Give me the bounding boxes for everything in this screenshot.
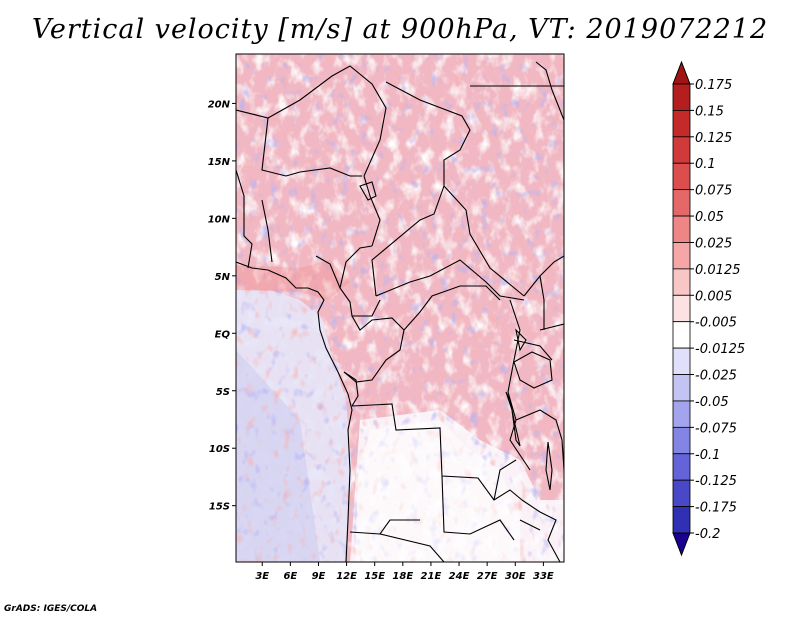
map-area — [236, 54, 564, 562]
colorbar-swatch — [672, 347, 691, 375]
border-tanzania — [515, 409, 564, 471]
colorbar-label: 0.0125 — [695, 263, 741, 278]
colorbar-label: 0.15 — [695, 104, 724, 119]
colorbar-label: 0.05 — [695, 210, 724, 225]
border-kenya-top — [539, 275, 545, 330]
lake-albert — [515, 328, 527, 352]
colorbar-label: -0.1 — [695, 448, 720, 463]
border-north-1 — [236, 65, 387, 177]
border-nigeria — [285, 167, 362, 177]
political-borders — [236, 61, 564, 562]
colorbar-label: 0.005 — [695, 289, 732, 304]
colorbar-label: 0.125 — [695, 131, 732, 146]
lon-tick-label: 30E — [505, 571, 526, 582]
lat-tick-label: 15S — [209, 502, 230, 513]
colorbar-swatch — [672, 374, 691, 402]
border-drc-east — [507, 299, 531, 471]
map-frame — [235, 53, 565, 563]
colorbar: 0.175 0.15 0.125 0.1 0.075 0.05 0.025 0.0125 0.0… — [672, 60, 745, 557]
colorbar-swatch — [672, 426, 691, 455]
border-sudan-south — [443, 185, 525, 297]
lake-tanganyika — [505, 391, 521, 447]
lon-tick-label: 24E — [449, 571, 470, 582]
lat-tick-label: EQ — [215, 329, 231, 340]
colorbar-swatch — [672, 110, 691, 138]
colorbar-label: -0.2 — [695, 527, 720, 542]
border-zimbabwe — [519, 519, 541, 531]
lon-tick-label: 27E — [477, 571, 498, 582]
colorbar-label: -0.075 — [695, 421, 737, 436]
border-libya-chad — [385, 81, 471, 186]
colorbar-swatch — [672, 321, 691, 349]
coastline-bight — [236, 169, 253, 269]
colorbar-label: -0.125 — [695, 474, 737, 489]
colorbar-label: -0.025 — [695, 369, 737, 384]
border-lake-chad — [359, 181, 377, 201]
border-benin — [261, 199, 273, 263]
lake-victoria — [513, 351, 553, 389]
border-gabon-drc — [343, 371, 359, 407]
border-congo-2 — [403, 285, 501, 331]
colorbar-swatch — [672, 136, 691, 164]
lon-tick-label: 6E — [283, 571, 297, 582]
colorbar-label: 0.175 — [695, 78, 732, 93]
colorbar-swatch — [672, 189, 691, 217]
colorbar-label: 0.1 — [695, 157, 716, 172]
colorbar-swatch — [672, 83, 691, 111]
lake-malawi — [545, 441, 553, 491]
colorbar-swatch — [672, 215, 691, 243]
coastline-west-africa — [236, 261, 353, 562]
colorbar-swatch — [672, 294, 691, 323]
lon-tick-label: 21E — [421, 571, 442, 582]
border-north-2 — [261, 117, 287, 177]
lat-tick-label: 20N — [208, 99, 231, 110]
border-mozambique — [521, 499, 561, 562]
lon-tick-label: 9E — [312, 571, 326, 582]
colorbar-top-arrow — [672, 60, 691, 85]
border-cameroon — [315, 255, 381, 317]
border-chad-sudan — [371, 185, 445, 297]
lat-tick-label: 10N — [208, 214, 231, 225]
border-namibia — [379, 519, 420, 535]
southern-overlay — [355, 420, 520, 562]
border-angola-zambia — [441, 475, 515, 541]
lon-tick-label: 12E — [336, 571, 357, 582]
lon-tick-label: 33E — [533, 571, 554, 582]
grads-credit: GrADS: IGES/COLA — [4, 604, 98, 614]
colorbar-swatch — [672, 506, 691, 534]
colorbar-swatch — [672, 479, 691, 507]
lon-tick-label: 18E — [392, 571, 413, 582]
map-title: Vertical velocity [m/s] at 900hPa, VT: 2… — [31, 14, 769, 45]
border-uganda — [513, 339, 553, 361]
colorbar-label: -0.175 — [695, 501, 737, 516]
lat-tick-label: 15N — [208, 157, 231, 168]
border-congo-1 — [343, 315, 405, 383]
border-niger-chad — [363, 175, 381, 247]
lat-tick-label: 5N — [215, 272, 231, 283]
lat-tick-label: 10S — [209, 444, 230, 455]
border-cameroon-car — [339, 245, 373, 289]
colorbar-swatch — [672, 162, 691, 191]
lon-tick-label: 15E — [364, 571, 385, 582]
colorbar-label: -0.05 — [695, 395, 729, 410]
border-zambia-east — [493, 459, 517, 501]
lon-tick-label: 3E — [255, 571, 269, 582]
coast-red-sea — [535, 61, 564, 121]
border-ethiopia — [523, 255, 564, 297]
latitude-axis: 20N 15N 10N 5N EQ 5S 10S 15S — [208, 99, 236, 513]
colorbar-swatch — [672, 242, 691, 270]
colorbar-swatch — [672, 268, 691, 296]
colorbar-swatch — [672, 453, 691, 481]
colorbar-bottom-arrow — [672, 532, 691, 557]
border-angola-south — [349, 531, 445, 562]
longitude-axis: 3E 6E 9E 12E 15E 18E 21E 24E 27E 30E 33E — [255, 562, 554, 582]
colorbar-label: 0.025 — [695, 236, 732, 251]
lat-tick-label: 5S — [216, 387, 230, 398]
colorbar-label: -0.005 — [695, 316, 737, 331]
colorbar-label: 0.075 — [695, 184, 732, 199]
colorbar-swatch — [672, 400, 691, 428]
border-car — [375, 259, 525, 301]
colorbar-label: -0.0125 — [695, 342, 745, 357]
